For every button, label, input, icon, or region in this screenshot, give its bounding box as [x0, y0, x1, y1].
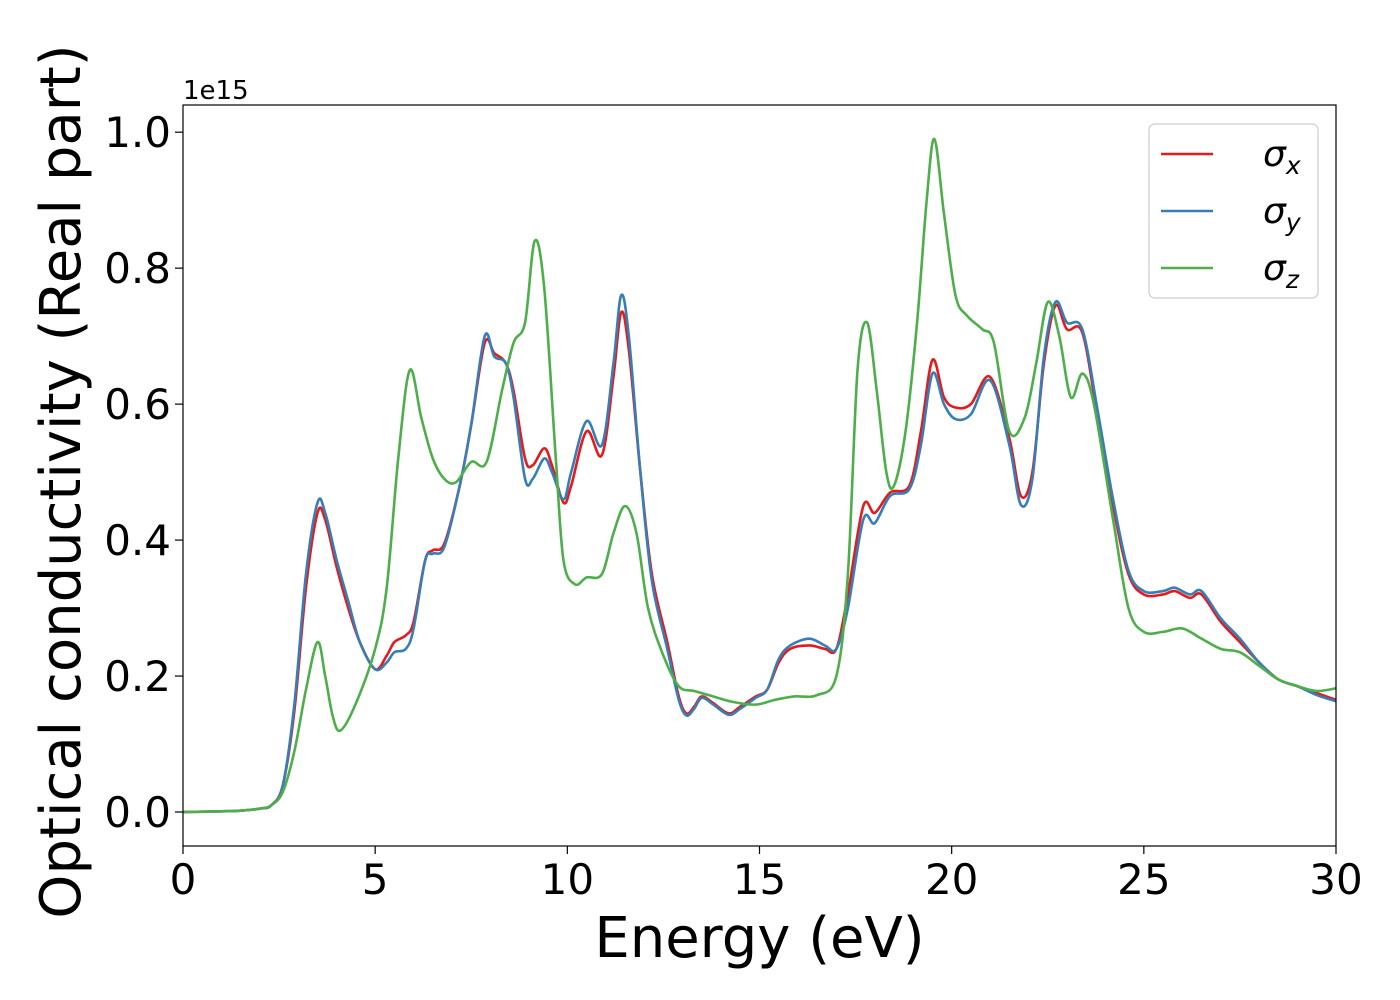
- x-tick-label: 15: [733, 855, 786, 904]
- legend-label-y: σy: [1263, 191, 1302, 237]
- series-line-x: [182, 303, 1337, 814]
- y-tick-label: 0.2: [104, 652, 171, 701]
- plot-area: 0 5 10 15 20 25 30 0.0 0.2 0.4 0.6 0.8 1.0: [104, 104, 1363, 904]
- series-line-y: [182, 293, 1337, 814]
- y-tick-label: 1.0: [104, 108, 171, 157]
- x-tick-label: 5: [362, 855, 389, 904]
- legend-box: [1148, 123, 1319, 299]
- x-tick-label: 20: [925, 855, 978, 904]
- y-tick-label: 0.0: [104, 788, 171, 837]
- y-tick-label: 0.6: [104, 380, 171, 429]
- legend: σx σy σz: [1148, 123, 1319, 299]
- x-axis: 0 5 10 15 20 25 30: [170, 846, 1363, 904]
- y-axis-label: Optical conductivity (Real part): [29, 44, 94, 918]
- y-tick-label: 0.4: [104, 516, 171, 565]
- x-tick-label: 0: [170, 855, 197, 904]
- series-line-z: [182, 137, 1337, 814]
- y-tick-label: 0.8: [104, 244, 171, 293]
- series-lines: [182, 137, 1337, 814]
- x-axis-label: Energy (eV): [594, 906, 924, 971]
- x-tick-label: 10: [541, 855, 594, 904]
- y-axis: 0.0 0.2 0.4 0.6 0.8 1.0: [104, 108, 183, 837]
- legend-label-z: σz: [1263, 248, 1300, 294]
- y-offset-text: 1e15: [183, 76, 249, 106]
- x-tick-label: 30: [1309, 855, 1362, 904]
- x-tick-label: 25: [1117, 855, 1170, 904]
- legend-label-x: σx: [1263, 134, 1301, 180]
